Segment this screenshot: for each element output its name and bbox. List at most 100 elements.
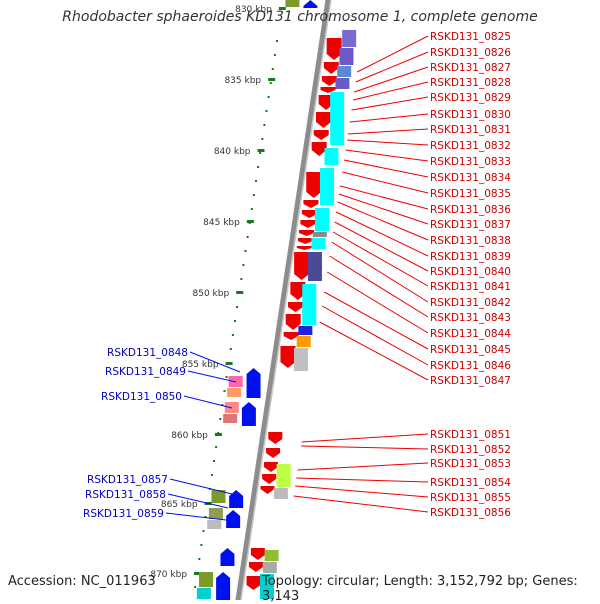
gene-label-forward: RSKD131_0838 — [430, 235, 511, 247]
kbp-tick-mark — [225, 362, 233, 365]
track-dot — [210, 474, 213, 476]
kbp-tick-mark — [236, 291, 244, 294]
label-leader — [349, 113, 429, 123]
track-dot — [221, 404, 224, 406]
label-leader — [347, 128, 429, 135]
track-dot — [261, 138, 264, 140]
gene-arrow-forward — [290, 282, 306, 300]
gene-arrow-forward — [300, 220, 316, 228]
gene-arrow-reverse — [226, 510, 241, 528]
label-leader — [329, 255, 429, 318]
gene-arrow-reverse — [246, 368, 261, 398]
cog-block — [223, 414, 238, 423]
cog-block — [294, 348, 308, 371]
label-leader — [346, 139, 429, 146]
gene-arrow-forward — [323, 62, 339, 74]
label-leader — [343, 159, 429, 178]
track-dot — [250, 208, 253, 210]
track-dot — [200, 544, 203, 546]
gene-label-forward: RSKD131_0837 — [430, 219, 511, 231]
gene-label-forward: RSKD131_0826 — [430, 47, 511, 59]
track-dot — [204, 516, 207, 518]
gene-label-forward: RSKD131_0846 — [430, 360, 511, 372]
cog-block — [262, 562, 277, 573]
track-dot — [273, 54, 276, 56]
label-leader — [355, 51, 429, 83]
gene-arrow-reverse — [216, 572, 231, 600]
gene-arrow-forward — [313, 130, 329, 140]
gene-label-forward: RSKD131_0840 — [430, 266, 511, 278]
gene-arrow-forward — [260, 486, 275, 494]
kbp-tick: 835 kbp — [224, 76, 276, 86]
track-dot — [225, 376, 228, 378]
track-dot — [265, 110, 268, 112]
gene-label-forward: RSKD131_0825 — [430, 31, 511, 43]
track-dot — [198, 558, 201, 560]
cog-block — [315, 208, 329, 231]
kbp-tick-label: 860 kbp — [171, 431, 208, 441]
gene-label-forward: RSKD131_0853 — [430, 458, 511, 470]
label-leader — [338, 193, 429, 225]
track-dot — [202, 530, 205, 532]
label-leader — [321, 305, 429, 366]
kbp-tick-mark — [257, 149, 265, 152]
backbone-highlight — [240, 0, 332, 600]
label-leader — [326, 271, 429, 334]
label-leader — [295, 485, 429, 498]
label-leader — [351, 96, 429, 111]
gene-label-forward: RSKD131_0835 — [430, 188, 511, 200]
label-leader — [337, 201, 429, 241]
cog-block — [307, 252, 322, 281]
track-dot — [215, 446, 218, 448]
kbp-tick-label: 865 kbp — [161, 500, 198, 510]
gene-label-forward: RSKD131_0842 — [430, 297, 511, 309]
cog-block — [273, 488, 288, 499]
gene-arrow-forward — [318, 95, 334, 110]
gene-label-forward: RSKD131_0836 — [430, 204, 511, 216]
gene-label-reverse: RSKD131_0858 — [85, 489, 166, 501]
label-leader — [183, 395, 233, 409]
kbp-tick-label: 870 kbp — [150, 570, 187, 580]
gene-label-reverse: RSKD131_0850 — [101, 391, 182, 403]
gene-label-reverse: RSKD131_0857 — [87, 474, 168, 486]
cog-block — [337, 66, 352, 77]
gene-arrow-reverse — [229, 490, 244, 508]
cog-block — [276, 464, 291, 487]
track-dot — [242, 264, 245, 266]
gene-arrow-forward — [316, 112, 331, 128]
gene-label-reverse: RSKD131_0849 — [105, 366, 186, 378]
kbp-tick: 830 kbp — [235, 5, 286, 15]
kbp-tick-label: 845 kbp — [203, 218, 240, 228]
gene-label-forward: RSKD131_0847 — [430, 375, 511, 387]
track-dot — [244, 250, 247, 252]
cog-block — [264, 550, 279, 561]
cog-block — [196, 588, 211, 599]
cog-block — [296, 336, 311, 347]
gene-label-forward: RSKD131_0856 — [430, 507, 511, 519]
label-leader — [319, 321, 429, 381]
gene-arrow-forward — [311, 142, 327, 156]
kbp-tick: 850 kbp — [193, 289, 244, 299]
label-leader — [334, 221, 429, 272]
gene-arrow-forward — [296, 246, 312, 250]
gene-arrow-forward — [250, 548, 265, 560]
track-dot — [246, 236, 249, 238]
gene-label-forward: RSKD131_0833 — [430, 156, 511, 168]
track-dot — [234, 320, 236, 322]
label-leader — [167, 493, 229, 509]
cog-block — [199, 572, 213, 587]
kbp-tick: 870 kbp — [150, 570, 202, 580]
track-dot — [259, 152, 262, 154]
gene-label-forward: RSKD131_0839 — [430, 251, 511, 263]
gene-label-forward: RSKD131_0827 — [430, 62, 511, 74]
gene-label-forward: RSKD131_0830 — [430, 109, 511, 121]
cog-block — [339, 48, 354, 65]
kbp-tick-mark — [246, 220, 254, 223]
cog-block — [319, 168, 334, 205]
gene-label-forward: RSKD131_0843 — [430, 312, 511, 324]
map-title: Rhodobacter sphaeroides KD131 chromosome… — [62, 9, 538, 25]
track-dot — [267, 96, 270, 98]
track-dot — [255, 180, 257, 182]
label-leader — [335, 211, 429, 257]
